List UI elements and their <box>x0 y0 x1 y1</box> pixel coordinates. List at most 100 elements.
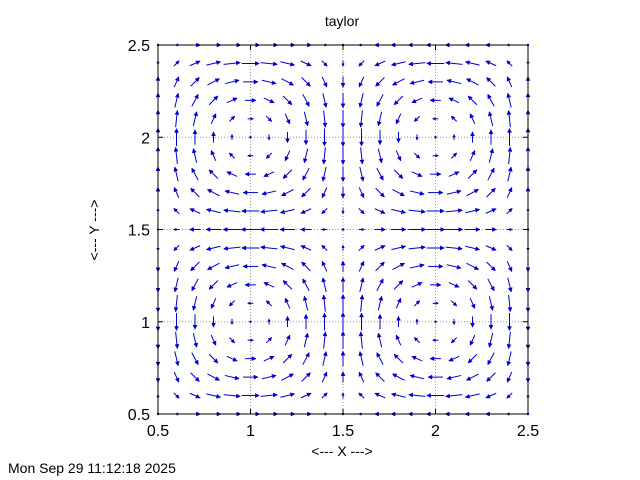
vector-arrow <box>375 261 385 272</box>
vector-arrow <box>506 186 513 198</box>
vector-arrow <box>450 300 458 307</box>
vector-arrow <box>210 150 217 162</box>
vector-arrow <box>446 264 462 270</box>
vector-arrow <box>506 351 512 367</box>
vector-arrow <box>303 332 310 348</box>
vector-arrow <box>506 207 513 215</box>
vector-arrow <box>426 61 445 66</box>
vector-arrow <box>341 208 345 215</box>
vector-arrow <box>485 60 497 67</box>
vector-arrow <box>411 282 423 288</box>
vector-arrow <box>450 152 458 159</box>
vector-arrow <box>359 277 365 293</box>
vector-arrow <box>376 111 383 127</box>
vector-arrow <box>376 94 384 107</box>
vector-arrow <box>465 373 479 381</box>
vector-arrow <box>411 171 423 177</box>
vector-arrow <box>487 111 494 127</box>
vector-arrow <box>284 297 291 309</box>
vector-arrow <box>226 171 238 177</box>
vector-arrow <box>487 167 495 181</box>
vector-arrow <box>243 79 259 85</box>
vector-arrow <box>301 187 311 198</box>
vector-arrow <box>340 311 346 331</box>
vector-arrow <box>408 245 426 250</box>
vector-arrow <box>358 244 365 252</box>
vector-arrow <box>486 261 496 272</box>
vector-arrow <box>359 166 365 182</box>
vector-arrow <box>321 260 328 272</box>
vector-arrow <box>173 371 180 383</box>
vector-arrow <box>280 61 296 67</box>
vector-arrow <box>488 314 494 330</box>
vector-arrow <box>260 392 278 398</box>
vector-arrow <box>426 393 445 398</box>
vector-arrow <box>393 169 404 179</box>
vector-arrow <box>191 167 199 181</box>
vector-arrow <box>506 261 513 273</box>
vector-arrow <box>191 296 198 311</box>
vector-arrow <box>173 392 180 399</box>
vector-arrow <box>429 356 441 362</box>
vector-arrow <box>300 245 312 251</box>
vector-arrow <box>173 277 179 293</box>
vector-arrow <box>192 314 198 330</box>
vector-arrow <box>173 76 180 88</box>
vector-arrow <box>192 332 199 348</box>
vector-arrow <box>392 262 406 271</box>
vector-arrow <box>341 60 345 67</box>
vector-arrow <box>376 167 384 181</box>
vector-arrow <box>485 227 497 232</box>
vector-arrow <box>173 60 180 67</box>
vector-arrow <box>241 393 260 398</box>
vector-arrow <box>396 315 401 328</box>
vector-arrow <box>260 245 278 250</box>
vector-arrow <box>376 332 383 348</box>
vector-arrow <box>358 331 364 349</box>
vector-arrow <box>340 371 346 383</box>
vector-arrow <box>322 110 328 128</box>
vector-arrow <box>395 150 402 162</box>
vector-arrow <box>408 61 426 67</box>
vector-arrow <box>241 61 260 66</box>
vector-arrow <box>375 187 385 198</box>
y-axis-label: <--- Y ---> <box>86 200 102 261</box>
vector-arrow <box>224 189 240 195</box>
vector-arrow <box>261 374 277 380</box>
vector-arrow <box>263 355 275 362</box>
vector-arrow <box>487 278 495 292</box>
vector-arrow <box>281 373 295 381</box>
vector-arrow <box>224 78 240 85</box>
vector-arrow <box>358 207 365 215</box>
vector-arrow <box>223 60 241 66</box>
vector-arrow <box>450 115 458 122</box>
vector-arrow <box>210 334 217 346</box>
vector-arrow <box>173 244 180 252</box>
vector-arrow <box>192 129 198 145</box>
vector-arrow <box>321 392 328 399</box>
x-tick-label: 2.5 <box>517 423 539 440</box>
vector-arrow <box>247 154 254 158</box>
vector-arrow <box>321 187 328 199</box>
vector-arrow <box>224 264 240 270</box>
y-tick-label: 2 <box>141 130 150 147</box>
vector-arrow <box>322 331 328 349</box>
vector-arrow <box>450 337 458 344</box>
vector-arrow <box>285 131 290 144</box>
vector-arrow <box>300 227 312 232</box>
vector-arrow <box>302 295 309 311</box>
vector-arrow <box>174 109 180 128</box>
vector-arrow <box>426 208 445 214</box>
vector-arrow <box>189 208 201 214</box>
vector-arrow <box>506 60 513 67</box>
vector-arrow <box>322 128 327 147</box>
x-tick-label: 2 <box>431 423 440 440</box>
vector-arrow <box>260 61 278 67</box>
vector-arrow <box>448 282 460 288</box>
vector-arrow <box>282 353 293 364</box>
vector-arrow <box>429 97 441 103</box>
vector-arrow <box>393 280 404 290</box>
vector-arrow <box>190 77 200 87</box>
vector-arrow <box>241 245 260 251</box>
vector-arrow <box>507 277 513 293</box>
